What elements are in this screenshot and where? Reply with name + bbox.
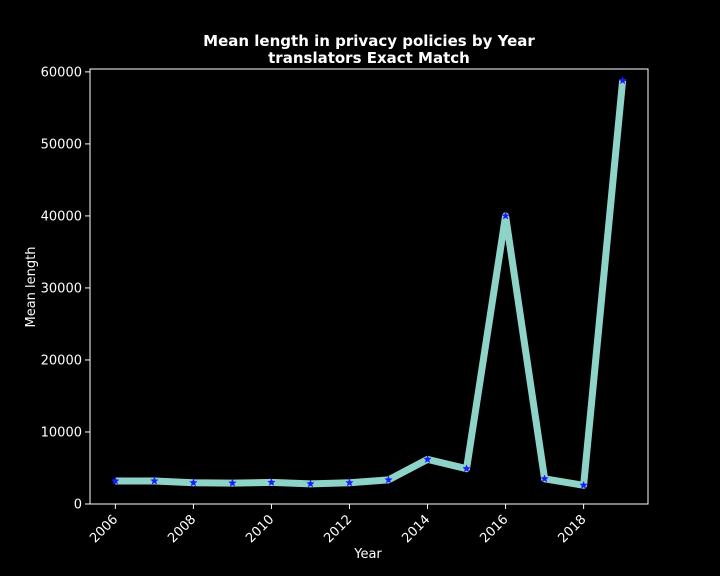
y-tick-label: 40000 — [41, 209, 82, 224]
data-point — [306, 479, 315, 488]
data-point — [150, 476, 159, 485]
data-point — [111, 476, 120, 485]
data-point — [501, 211, 510, 220]
plot-area — [111, 76, 627, 489]
data-point — [345, 478, 354, 487]
axes-frame — [89, 68, 649, 505]
y-tick-label: 60000 — [41, 65, 82, 80]
data-point — [267, 477, 276, 487]
data-point — [540, 474, 549, 483]
data-point — [189, 478, 198, 487]
y-axis-ticks: 0 10000 20000 30000 40000 50000 60000 — [41, 65, 90, 513]
y-tick-label: 20000 — [41, 353, 82, 368]
data-point — [618, 76, 627, 85]
data-point — [384, 475, 393, 484]
y-tick-label: 30000 — [41, 281, 82, 296]
chart-subtitle: translators Exact Match — [268, 49, 470, 67]
y-tick-label: 0 — [74, 498, 82, 513]
y-axis-label: Mean length — [24, 247, 39, 328]
data-point — [462, 464, 471, 473]
data-point — [228, 478, 237, 487]
y-tick-label: 50000 — [41, 137, 82, 152]
series-line — [115, 80, 627, 489]
data-point — [423, 454, 432, 463]
chart-title: Mean length in privacy policies by Year — [203, 32, 535, 50]
data-point — [579, 480, 588, 489]
y-tick-label: 10000 — [41, 425, 82, 440]
x-axis-label: Year — [353, 547, 382, 562]
